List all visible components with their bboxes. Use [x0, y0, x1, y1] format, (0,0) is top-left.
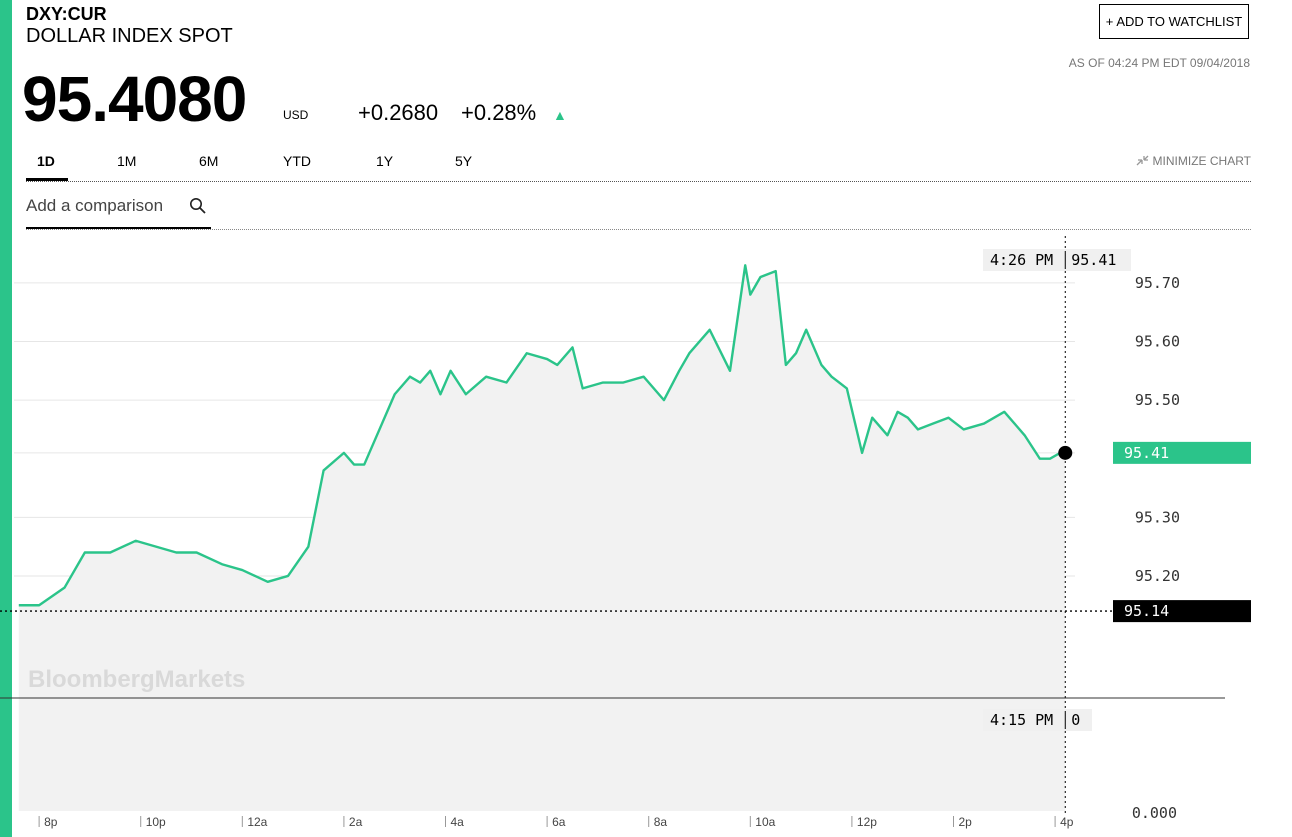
last-price-badge — [1113, 441, 1251, 464]
price-change-percent: +0.28% — [461, 100, 537, 125]
x-tick-label: 6a — [552, 815, 566, 829]
last-price-dot — [1058, 445, 1073, 460]
price-area — [18, 265, 1066, 811]
x-tick-label: 12p — [857, 815, 877, 829]
x-tick-label: 12a — [247, 815, 267, 829]
y-tick-label: 95.50 — [1135, 391, 1180, 409]
minimize-chart-button[interactable]: MINIMIZE CHART — [1136, 154, 1251, 168]
security-name: DOLLAR INDEX SPOT — [26, 25, 233, 47]
watermark: BloombergMarkets — [28, 666, 245, 693]
as-of-timestamp: AS OF 04:24 PM EDT 09/04/2018 — [1068, 56, 1250, 70]
price: 95.4080 — [22, 63, 247, 135]
minimize-arrows-icon — [1136, 155, 1149, 166]
tab-6m[interactable]: 6M — [199, 153, 219, 169]
price-chart[interactable]: BloombergMarkets 95.20 95.30 95.50 95.60 95.… — [0, 236, 1292, 837]
plus-icon: + — [1105, 14, 1114, 29]
y-tick-label: 95.60 — [1135, 333, 1180, 351]
ticker-symbol: DXY:CUR — [26, 4, 107, 24]
crosshair-value: 95.41 — [1071, 251, 1116, 269]
price-change: +0.2680 — [358, 100, 439, 125]
tab-ytd[interactable]: YTD — [283, 153, 311, 169]
comparison-placeholder: Add a comparison — [26, 196, 164, 215]
tab-1y[interactable]: 1Y — [376, 153, 394, 169]
y-tick-label: 95.20 — [1135, 567, 1180, 585]
range-tabs: 1D 1M 6M YTD 1Y 5Y MINIMIZE CHART — [26, 150, 1251, 182]
add-to-watchlist-button[interactable]: + ADD TO WATCHLIST — [1099, 4, 1249, 39]
x-tick-label: 10p — [146, 815, 166, 829]
x-tick-label: 8a — [654, 815, 668, 829]
crosshair-time: 4:26 PM — [990, 251, 1053, 269]
y-tick-label: 95.30 — [1135, 508, 1180, 526]
price-line — [18, 264, 1066, 607]
currency: USD — [283, 108, 309, 122]
last-price-label: 95.41 — [1124, 444, 1169, 462]
search-icon[interactable] — [189, 197, 207, 215]
x-tick-label: 4a — [451, 815, 465, 829]
x-tick-label: 8p — [44, 815, 58, 829]
y-tick-label: 95.70 — [1135, 274, 1180, 292]
volume-tooltip — [983, 709, 1092, 731]
comparison-input[interactable]: Add a comparison — [26, 190, 211, 229]
volume-time: 4:15 PM — [990, 711, 1053, 729]
watchlist-label: ADD TO WATCHLIST — [1116, 14, 1243, 29]
previous-close-label: 95.14 — [1124, 602, 1169, 620]
previous-close-badge — [1113, 600, 1251, 623]
x-tick-label: 2p — [959, 815, 973, 829]
x-tick-label: 2a — [349, 815, 363, 829]
volume-value: 0 — [1071, 711, 1080, 729]
comparison-bar: Add a comparison — [26, 190, 1251, 230]
crosshair-tooltip — [983, 249, 1131, 271]
tab-5y[interactable]: 5Y — [455, 153, 473, 169]
tab-1d[interactable]: 1D — [37, 153, 55, 169]
active-tab-underline — [26, 178, 68, 181]
x-tick-label: 4p — [1060, 815, 1074, 829]
x-tick-label: 10a — [755, 815, 775, 829]
minimize-chart-label: MINIMIZE CHART — [1152, 154, 1251, 168]
accent-bar — [0, 0, 12, 837]
tab-1m[interactable]: 1M — [117, 153, 137, 169]
volume-axis-label: 0.000 — [1132, 804, 1177, 822]
triangle-up-icon: ▲ — [553, 107, 567, 123]
